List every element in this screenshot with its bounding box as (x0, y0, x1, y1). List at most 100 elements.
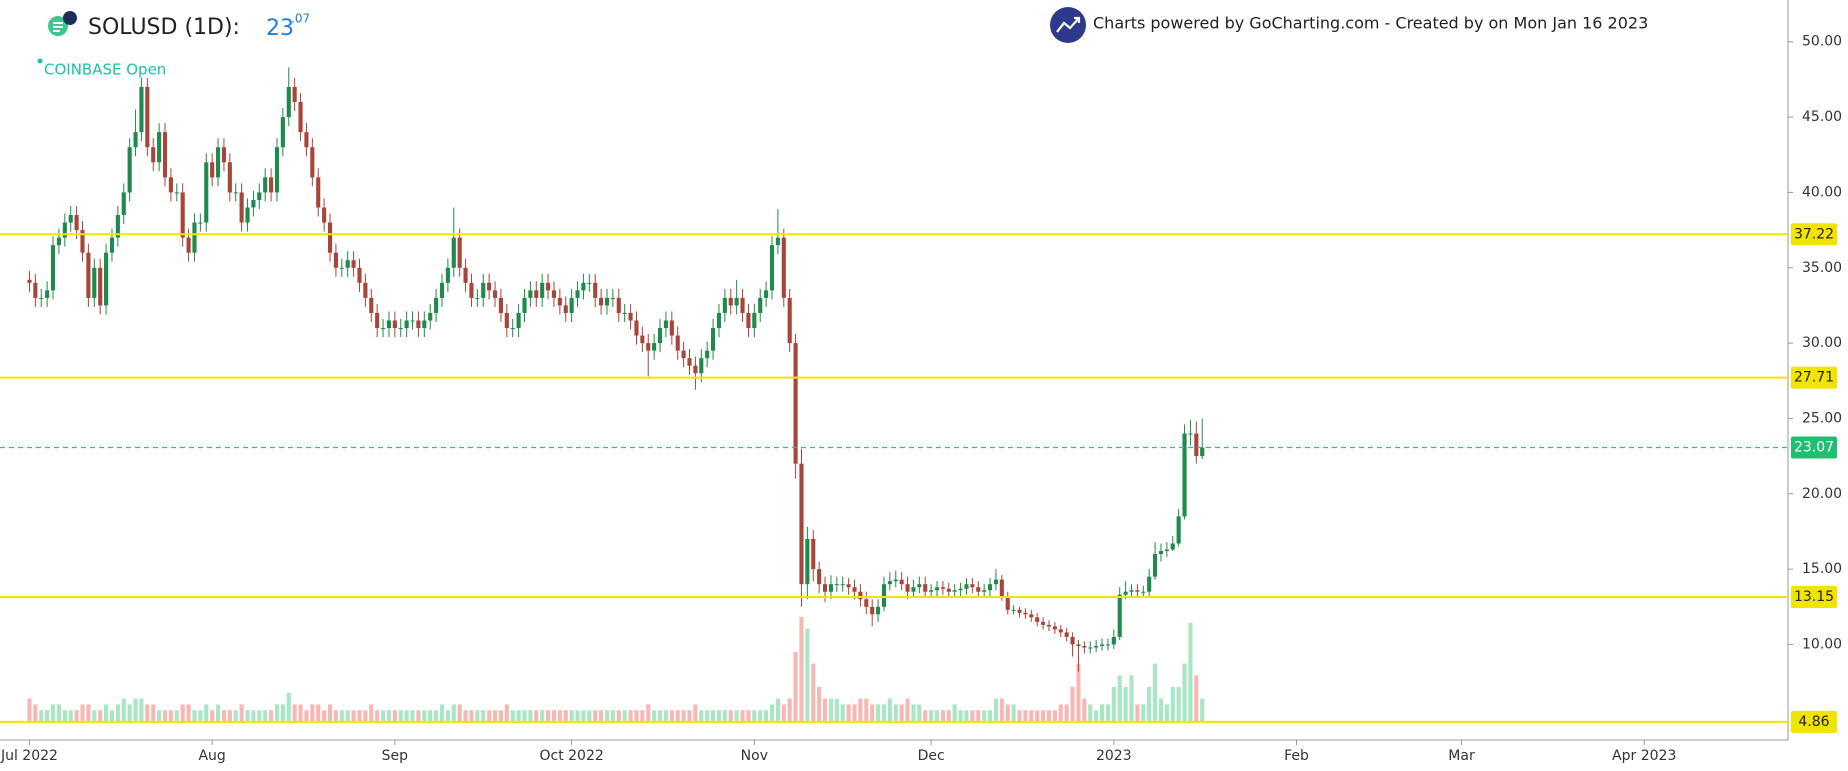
x-tick-label: Oct 2022 (539, 748, 603, 764)
candle-body (204, 162, 209, 223)
y-tick-label: 15.00 (1802, 561, 1842, 577)
candle-body (410, 320, 415, 322)
volume-bar (1082, 698, 1087, 722)
volume-bar (504, 704, 509, 722)
volume-bar (33, 704, 38, 722)
candle-body (469, 282, 474, 298)
candle-body (870, 606, 875, 615)
volume-bar (870, 704, 875, 722)
volume-bar (775, 698, 780, 722)
volume-bar (39, 710, 44, 722)
candle-body (404, 320, 409, 329)
candle-body (522, 297, 527, 313)
candle-body (752, 312, 757, 329)
volume-bar (669, 710, 674, 722)
candle-body (911, 587, 916, 592)
volume-bar (1070, 686, 1075, 722)
volume-bar (646, 704, 651, 722)
volume-bar (722, 710, 727, 722)
volume-bar (1129, 675, 1134, 722)
volume-bar (404, 710, 409, 722)
candle-body (1088, 647, 1093, 649)
candle-body (257, 192, 262, 200)
candle-body (893, 579, 898, 582)
level-label: 13.15 (1794, 589, 1834, 605)
x-tick-label: Sep (382, 748, 409, 764)
volume-bar (139, 698, 144, 722)
y-tick-label: 40.00 (1802, 184, 1842, 200)
volume-bar (174, 710, 179, 722)
candle-body (622, 312, 627, 314)
candle-body (610, 297, 615, 299)
level-tag (1791, 586, 1837, 609)
candle-body (1194, 433, 1199, 457)
level-tag (1791, 710, 1837, 733)
volume-bar (958, 710, 963, 722)
candle-body (333, 252, 338, 268)
candle-body (62, 222, 67, 238)
volume-bar (1164, 704, 1169, 722)
candle-body (463, 267, 468, 283)
candle-body (56, 237, 61, 246)
y-tick-label: 30.00 (1802, 335, 1842, 351)
candle-body (1052, 626, 1057, 630)
volume-bar (351, 710, 356, 722)
volume-bar (463, 710, 468, 722)
candle-body (970, 584, 975, 588)
volume-bar (233, 710, 238, 722)
volume-bar (811, 663, 816, 722)
volume-bar (528, 710, 533, 722)
volume-bar (817, 686, 822, 722)
candle-body (964, 584, 969, 589)
candle-body (345, 260, 350, 268)
candle-body (946, 588, 951, 592)
candle-body (811, 538, 816, 570)
volume-bar (905, 698, 910, 722)
candle-body (445, 267, 450, 283)
volume-bar (864, 698, 869, 722)
candle-body (781, 237, 786, 298)
volume-bar (1147, 686, 1152, 722)
candle-body (604, 297, 610, 306)
candle-body (392, 320, 397, 329)
x-tick-label: Dec (918, 748, 945, 764)
volume-bar (604, 710, 610, 722)
candle-body (39, 297, 44, 299)
candle-body (304, 132, 309, 148)
candle-body (280, 117, 285, 148)
candle-body (86, 252, 91, 298)
volume-bar (1176, 686, 1181, 722)
volume-bar (940, 710, 945, 722)
candle-body (369, 297, 374, 313)
volume-bar (50, 704, 56, 722)
volume-bar (687, 710, 692, 722)
volume-bar (923, 710, 928, 722)
candle-body (416, 320, 421, 329)
candle-body (145, 86, 150, 148)
candle-body (121, 192, 126, 216)
candle-body (322, 207, 327, 223)
volume-bar (357, 710, 362, 722)
candle-body (711, 328, 716, 351)
last-price-label: 23.07 (1794, 440, 1834, 456)
volume-bar (1188, 622, 1193, 722)
volume-bar (333, 710, 338, 722)
candle-body (940, 587, 945, 589)
last-price-tag (1791, 436, 1837, 459)
volume-bar (705, 710, 710, 722)
candle-body (1041, 621, 1046, 625)
volume-bar (1041, 710, 1046, 722)
candle-body (504, 312, 509, 329)
volume-bar (740, 710, 745, 722)
candle-body (487, 282, 492, 291)
volume-bar (439, 704, 445, 722)
volume-bar (180, 704, 185, 722)
volume-bar (893, 704, 898, 722)
volume-bar (469, 710, 474, 722)
volume-bar (487, 710, 492, 722)
volume-bar (1076, 663, 1081, 722)
candle-body (917, 584, 922, 588)
candle-body (133, 132, 138, 148)
candle-body (286, 86, 291, 118)
